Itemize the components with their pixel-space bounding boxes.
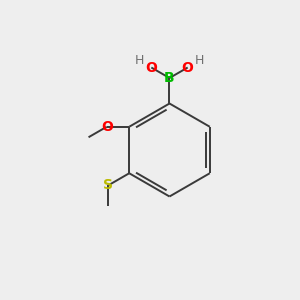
Text: S: S (103, 178, 113, 192)
Text: H: H (135, 53, 145, 67)
Text: B: B (164, 71, 175, 85)
Text: O: O (101, 120, 113, 134)
Text: H: H (194, 53, 204, 67)
Text: O: O (182, 61, 194, 74)
Text: O: O (146, 61, 157, 74)
